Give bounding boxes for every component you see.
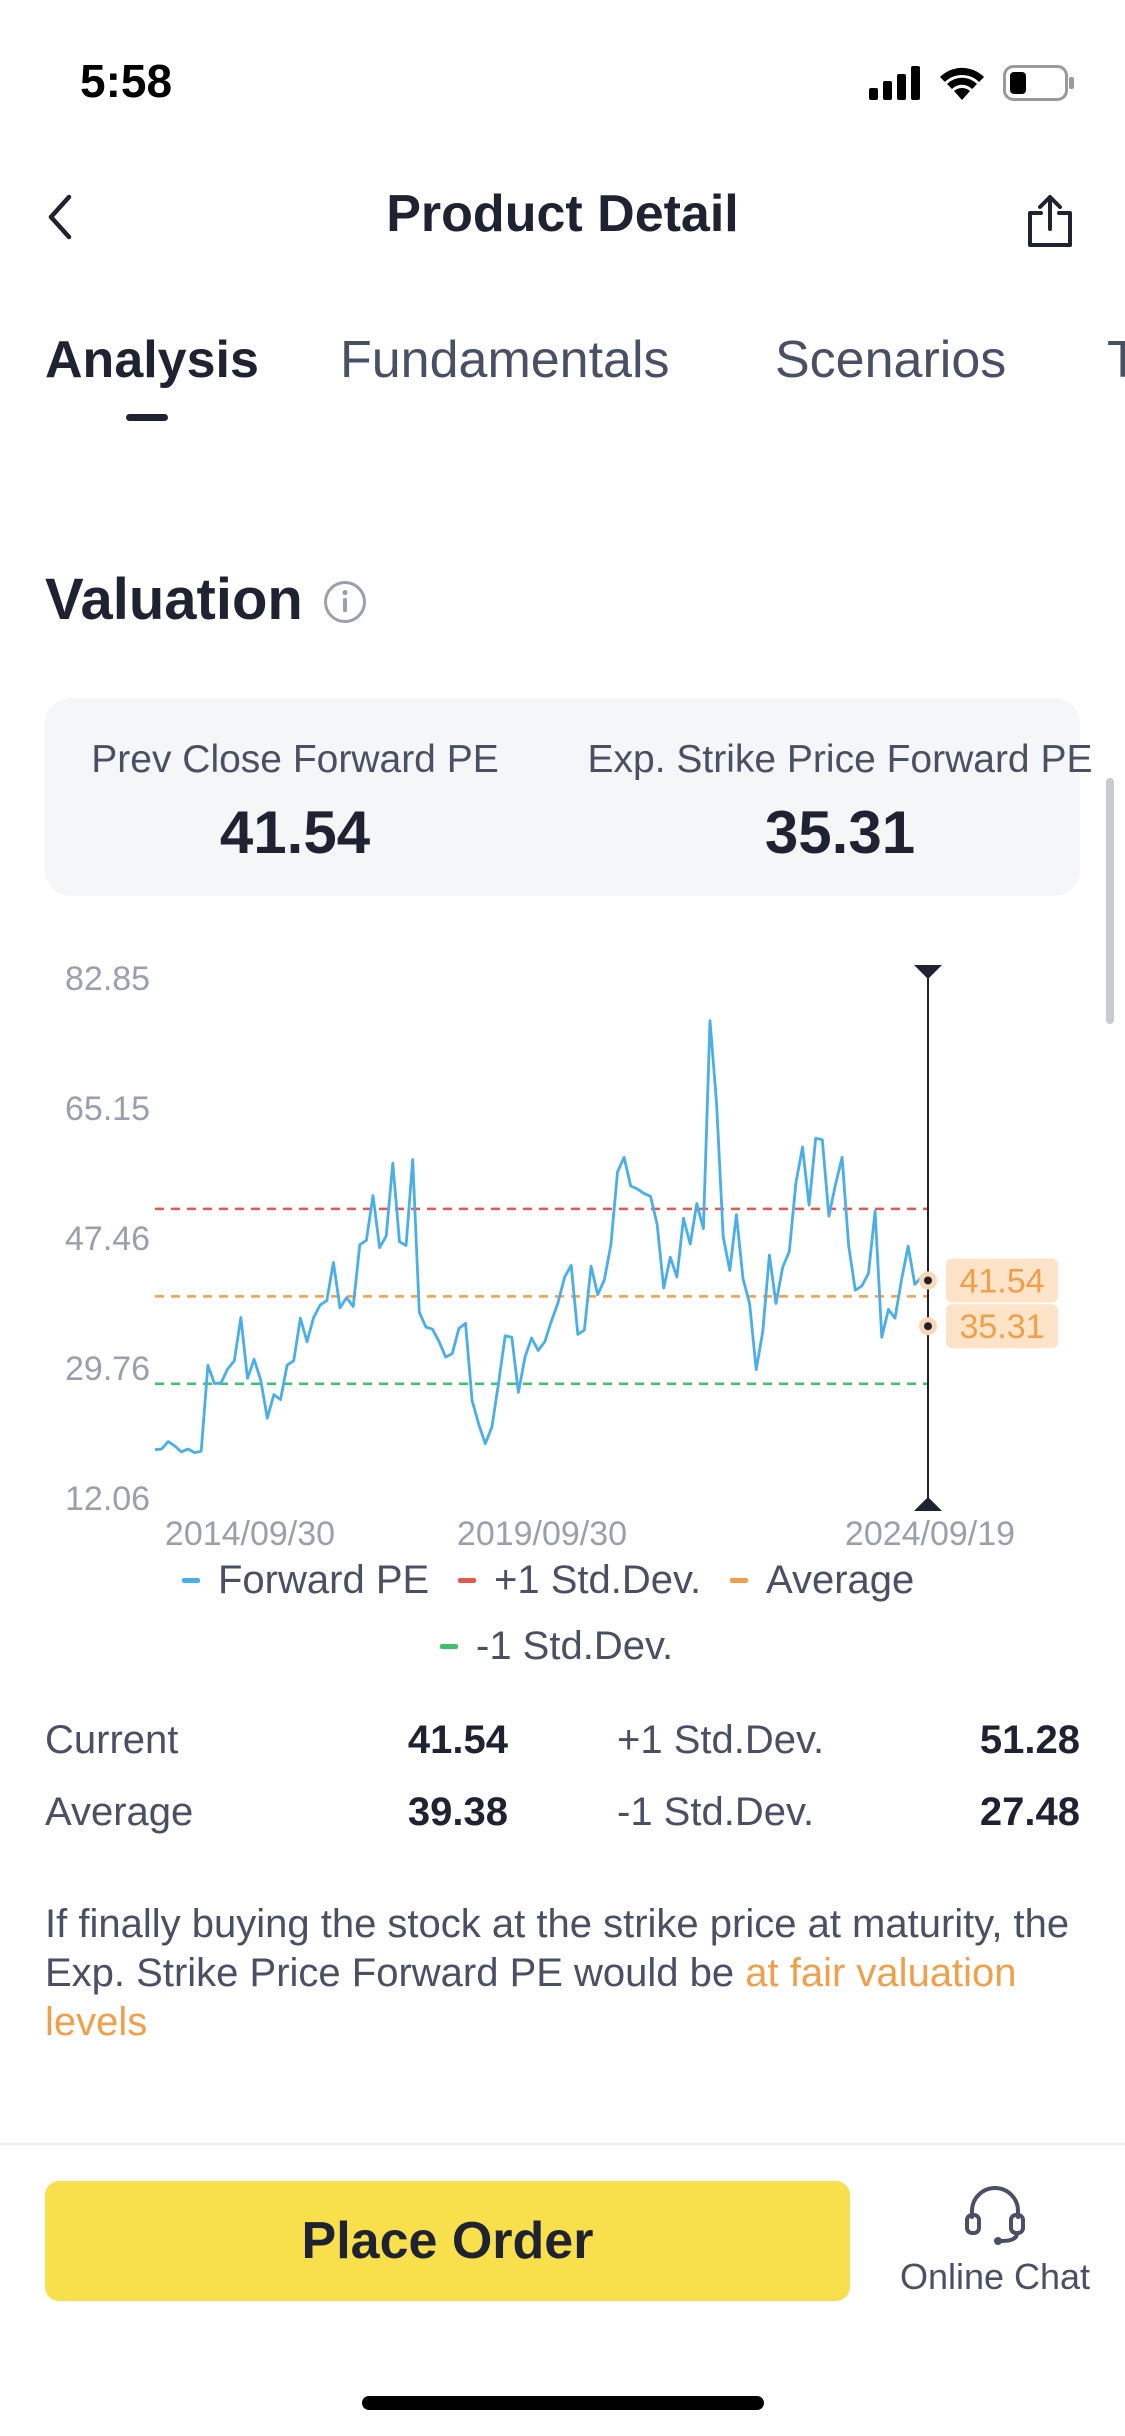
- prev-close-pe-value: 41.54: [219, 799, 371, 866]
- legend-label: Average: [766, 1558, 915, 1602]
- marker-dot: [924, 1276, 932, 1285]
- legend-item-plus-std[interactable]: +1 Std.Dev.: [458, 1558, 701, 1603]
- legend-label: -1 Std.Dev.: [476, 1624, 674, 1668]
- marker-dot: [924, 1322, 932, 1331]
- marker-value-label: 35.31: [959, 1308, 1044, 1346]
- battery-icon: [1003, 65, 1074, 101]
- wifi-icon: [940, 67, 984, 100]
- y-tick-label: 82.85: [65, 960, 150, 998]
- stat-current-label: Current: [45, 1718, 179, 1762]
- legend-item-average[interactable]: Average: [730, 1558, 914, 1603]
- y-tick-label: 47.46: [65, 1220, 150, 1258]
- scrollbar[interactable]: [1106, 778, 1114, 1024]
- tab-analysis[interactable]: Analysis: [45, 331, 259, 389]
- headset-icon: [965, 2186, 1025, 2245]
- chevron-left-icon: [48, 194, 72, 240]
- back-button[interactable]: [30, 182, 90, 252]
- valuation-note: If finally buying the stock at the strik…: [45, 1900, 1085, 2047]
- forward-pe-chart[interactable]: 82.85 65.15 47.46 29.76 12.06 2014/09/30 2019/…: [0, 940, 1125, 1580]
- chart-legend: Forward PE +1 Std.Dev. Average -1 Std.De…: [0, 1550, 1125, 1680]
- exp-strike-pe-value: 35.31: [764, 799, 916, 866]
- stat-minus-std-label: -1 Std.Dev.: [617, 1790, 815, 1834]
- x-tick-label: 2024/09/19: [845, 1515, 1015, 1553]
- marker-value-label: 41.54: [959, 1262, 1044, 1300]
- tab-overflow[interactable]: T: [1107, 331, 1125, 389]
- legend-swatch: [440, 1644, 458, 1649]
- stat-plus-std-value: 51.28: [979, 1718, 1080, 1762]
- legend-swatch: [730, 1578, 748, 1583]
- y-tick-label: 12.06: [65, 1480, 150, 1518]
- online-chat-button[interactable]: Online Chat: [880, 2181, 1110, 2321]
- online-chat-label: Online Chat: [899, 2256, 1091, 2297]
- legend-item-minus-std[interactable]: -1 Std.Dev.: [440, 1624, 673, 1669]
- share-button[interactable]: [1015, 186, 1085, 256]
- home-indicator: [362, 2396, 764, 2410]
- stat-minus-std-value: 27.48: [979, 1790, 1080, 1834]
- status-icons: [869, 58, 1075, 108]
- tab-scenarios[interactable]: Scenarios: [775, 331, 1007, 389]
- nav-bar: Product Detail: [0, 160, 1125, 270]
- pe-summary-card: Prev Close Forward PE 41.54 Exp. Strike …: [45, 698, 1092, 896]
- bottom-action-bar: Place Order Online Chat: [0, 2143, 1125, 2436]
- tab-bar: Analysis Fundamentals Scenarios T: [0, 330, 1125, 430]
- tab-fundamentals[interactable]: Fundamentals: [340, 331, 670, 389]
- marker-tag: [946, 1304, 1058, 1349]
- exp-strike-pe-label: Exp. Strike Price Forward PE: [587, 738, 1093, 781]
- status-bar: 5:58: [0, 0, 1125, 150]
- note-highlight: at fair valuation levels: [45, 1951, 1017, 2044]
- signal-icon: [869, 66, 920, 100]
- y-tick-label: 65.15: [65, 1090, 150, 1128]
- section-title-valuation: Valuation: [45, 567, 303, 632]
- legend-swatch: [182, 1578, 200, 1583]
- prev-close-pe-label: Prev Close Forward PE: [91, 738, 499, 781]
- legend-item-forward-pe[interactable]: Forward PE: [182, 1558, 429, 1603]
- place-order-button[interactable]: Place Order: [45, 2181, 850, 2301]
- x-tick-label: 2019/09/30: [457, 1515, 627, 1553]
- stat-plus-std-label: +1 Std.Dev.: [617, 1718, 825, 1762]
- forward-pe-series-line: [154, 1019, 929, 1454]
- note-text: If finally buying the stock at the strik…: [45, 1902, 1070, 1995]
- status-time: 5:58: [80, 55, 173, 107]
- crosshair-top-marker: [914, 965, 942, 979]
- marker-tag: [946, 1258, 1058, 1303]
- x-tick-label: 2014/09/30: [165, 1515, 335, 1553]
- stats-row: Average 39.38 -1 Std.Dev. 27.48: [45, 1790, 1080, 1850]
- legend-swatch: [458, 1578, 476, 1583]
- info-icon[interactable]: [322, 579, 368, 625]
- share-icon: [1028, 195, 1072, 247]
- stats-row: Current 41.54 +1 Std.Dev. 51.28: [45, 1718, 1080, 1778]
- stat-average-value: 39.38: [407, 1790, 508, 1834]
- legend-label: +1 Std.Dev.: [494, 1558, 702, 1602]
- legend-label: Forward PE: [218, 1558, 430, 1602]
- stat-current-value: 41.54: [407, 1718, 508, 1762]
- crosshair-bottom-marker: [914, 1497, 942, 1511]
- y-tick-label: 29.76: [65, 1350, 150, 1388]
- active-tab-indicator: [126, 414, 168, 421]
- stat-average-label: Average: [45, 1790, 194, 1834]
- page-title: Product Detail: [386, 185, 739, 243]
